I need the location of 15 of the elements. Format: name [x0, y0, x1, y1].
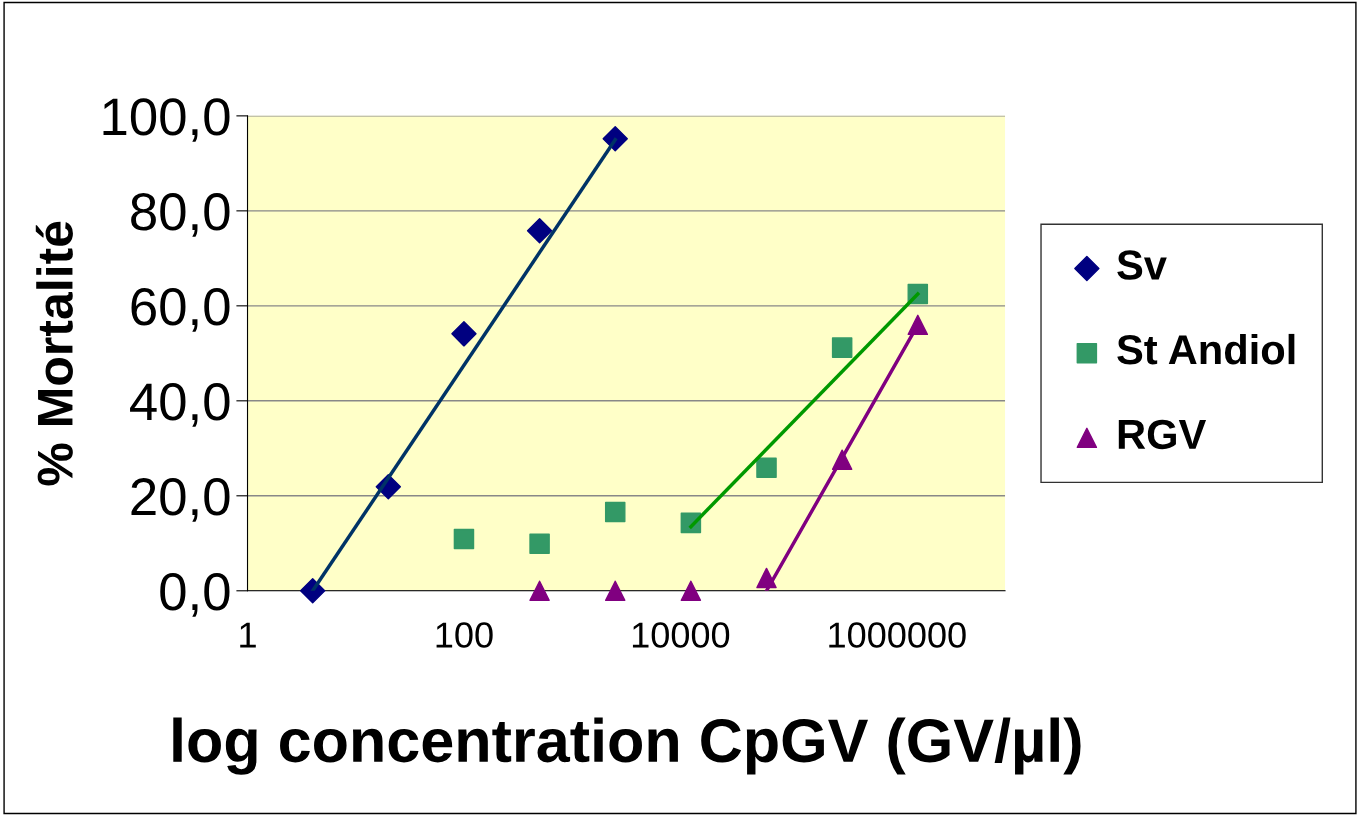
x-tick-label: 1000000 [829, 622, 966, 648]
legend-label: RGV [1118, 419, 1207, 450]
legend-label: St Andiol [1117, 333, 1295, 365]
x-axis-title: log concentration CpGV (GV/µl) [173, 717, 1081, 775]
y-axis-title: % Mortalité [35, 221, 73, 486]
x-tick-label: 10000 [632, 622, 730, 648]
y-tick-label: 60,0 [131, 288, 230, 332]
legend-label: Sv [1117, 250, 1167, 280]
y-tick-label: 20,0 [131, 478, 230, 522]
x-tick-label: 1 [240, 622, 256, 648]
x-tick-label: 100 [436, 622, 493, 648]
y-tick-label: 100,0 [103, 98, 230, 142]
y-tick-label: 0,0 [160, 573, 230, 617]
y-tick-label: 80,0 [131, 193, 230, 237]
y-tick-label: 40,0 [130, 383, 230, 427]
